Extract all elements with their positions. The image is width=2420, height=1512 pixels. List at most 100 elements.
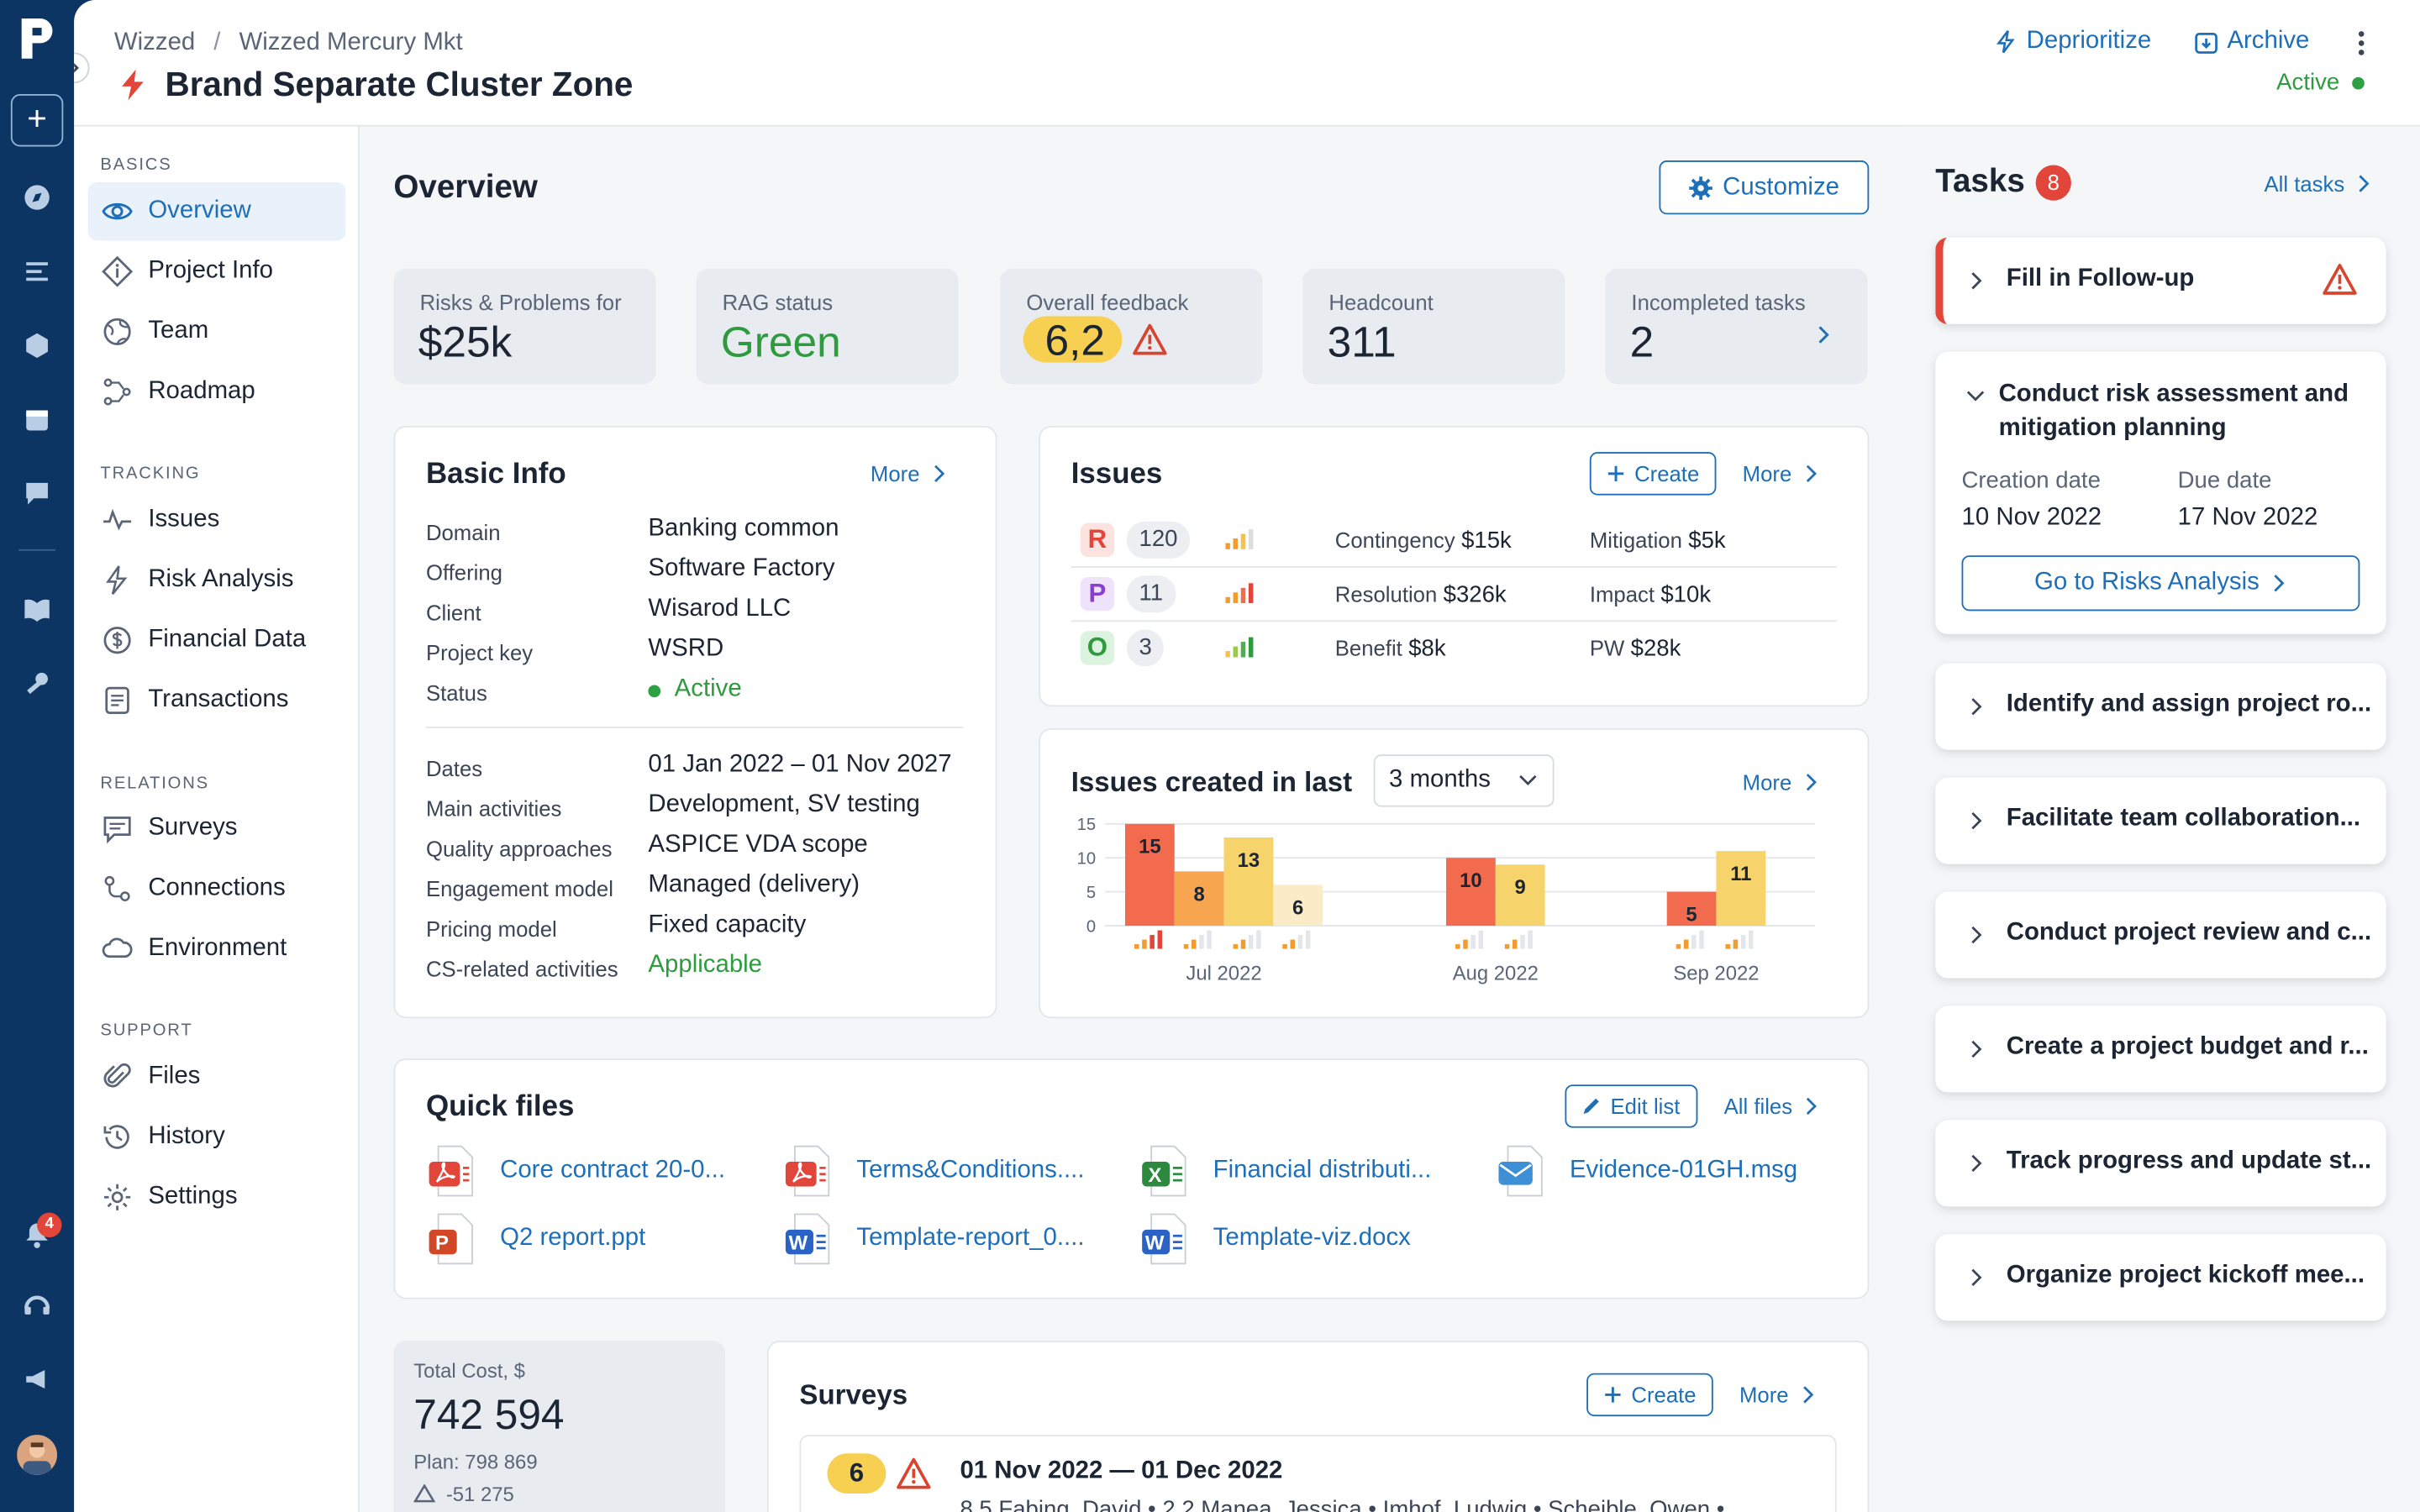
sidebar-item-overview[interactable]: Overview bbox=[87, 181, 346, 241]
breadcrumb-parent[interactable]: Wizzed Mercury Mkt bbox=[239, 29, 463, 56]
feedback-icon[interactable] bbox=[22, 478, 53, 509]
task-item[interactable]: Create a project budget and r... bbox=[1935, 1005, 2386, 1093]
file-name: Template-viz.docx bbox=[1213, 1225, 1411, 1252]
task-item-expanded[interactable]: Conduct risk assessment and mitigation p… bbox=[1935, 351, 2386, 634]
key-icon[interactable] bbox=[22, 668, 53, 699]
file-item[interactable]: Core contract 20-0... bbox=[426, 1143, 725, 1199]
task-item[interactable]: Track progress and update st... bbox=[1935, 1120, 2386, 1207]
sidebar-item-issues[interactable]: Issues bbox=[88, 491, 346, 549]
all-tasks-link[interactable]: All tasks bbox=[2264, 171, 2372, 196]
file-item[interactable]: X Financial distributi... bbox=[1139, 1143, 1431, 1199]
customize-button[interactable]: Customize bbox=[1659, 160, 1870, 215]
kpi-value: 6,2 bbox=[1044, 316, 1105, 365]
surveys-more-link[interactable]: More bbox=[1739, 1383, 1817, 1407]
kpi-rag-status[interactable]: RAG status Green bbox=[696, 268, 959, 385]
edit-list-button[interactable]: Edit list bbox=[1565, 1084, 1698, 1128]
metric-value: $5k bbox=[1688, 528, 1726, 554]
kpi-incompleted-tasks[interactable]: Incompleted tasks 2 bbox=[1605, 268, 1868, 385]
all-files-link[interactable]: All files bbox=[1723, 1094, 1821, 1119]
main-area: Wizzed / Wizzed Mercury Mkt Brand Separate… bbox=[74, 0, 2420, 1512]
user-avatar[interactable] bbox=[17, 1435, 57, 1475]
opportunity-letter-badge: O bbox=[1080, 631, 1115, 665]
cloud-icon bbox=[102, 937, 133, 958]
pw-metric: PW $28k bbox=[1590, 636, 1681, 662]
svg-text:X: X bbox=[1149, 1164, 1162, 1187]
file-item[interactable]: W Template-viz.docx bbox=[1139, 1211, 1411, 1267]
new-item-button[interactable]: + bbox=[10, 94, 64, 147]
task-item[interactable]: Organize project kickoff mee... bbox=[1935, 1234, 2386, 1321]
sidebar-item-transactions[interactable]: Transactions bbox=[88, 671, 346, 730]
contingency-metric: Contingency $15k bbox=[1335, 528, 1512, 554]
headset-icon[interactable] bbox=[22, 1290, 53, 1321]
sidebar-item-roadmap[interactable]: Roadmap bbox=[88, 363, 346, 422]
paperclip-icon bbox=[103, 1063, 131, 1088]
priority-glyph-bar bbox=[1478, 930, 1484, 949]
go-to-risks-analysis-button[interactable]: Go to Risks Analysis bbox=[1961, 555, 2360, 612]
sidebar-item-label: Environment bbox=[148, 935, 287, 962]
task-item[interactable]: Fill in Follow-up bbox=[1935, 237, 2386, 324]
priority-glyph-bar bbox=[1199, 935, 1204, 949]
sidebar-item-environment[interactable]: Environment bbox=[88, 920, 346, 979]
more-options-icon[interactable] bbox=[2346, 28, 2377, 59]
sidebar-item-settings[interactable]: Settings bbox=[88, 1168, 346, 1226]
chart-bar bbox=[1223, 837, 1274, 927]
sidebar-item-financial-data[interactable]: Financial Data bbox=[88, 611, 346, 669]
priority-glyph-bar bbox=[1134, 944, 1139, 949]
metric-label: Impact bbox=[1589, 581, 1655, 606]
file-item[interactable]: Terms&Conditions.... bbox=[782, 1143, 1085, 1199]
issues-created-more-link[interactable]: More bbox=[1743, 770, 1820, 795]
file-item[interactable]: W Template-report_0.... bbox=[782, 1211, 1085, 1267]
basic-info-more-link[interactable]: More bbox=[871, 461, 948, 486]
surveys-card: Surveys Create More 6 01 Nov 2022 — 01 D… bbox=[766, 1341, 1870, 1512]
survey-item[interactable]: 6 01 Nov 2022 — 01 Dec 2022 8.5 Fabing, … bbox=[799, 1435, 1837, 1512]
file-item[interactable]: Evidence-01GH.msg bbox=[1496, 1143, 1797, 1199]
sidebar-item-surveys[interactable]: Surveys bbox=[88, 799, 346, 858]
kpi-risks[interactable]: Risks & Problems for $25k bbox=[393, 268, 656, 385]
kpi-headcount[interactable]: Headcount 311 bbox=[1302, 268, 1565, 385]
sidebar-item-label: Risk Analysis bbox=[148, 566, 294, 593]
sidebar-item-files[interactable]: Files bbox=[88, 1047, 346, 1106]
file-item[interactable]: P Q2 report.ppt bbox=[426, 1211, 645, 1267]
archive-button[interactable]: Archive bbox=[2193, 28, 2309, 55]
issues-create-button[interactable]: Create bbox=[1589, 452, 1717, 496]
deprioritize-button[interactable]: Deprioritize bbox=[1994, 28, 2151, 55]
sidebar-item-project-info[interactable]: Project Info bbox=[88, 242, 346, 301]
period-select[interactable]: 3 months bbox=[1373, 754, 1555, 807]
sidebar-item-team[interactable]: Team bbox=[88, 302, 346, 361]
megaphone-icon[interactable] bbox=[22, 1364, 53, 1395]
issue-row-risks[interactable]: R 120 Contingency $15k Mitigation $5k bbox=[1071, 514, 1837, 568]
sidebar-item-history[interactable]: History bbox=[88, 1108, 346, 1167]
issue-row-problems[interactable]: P 11 Resolution $326k Impact $10k bbox=[1071, 568, 1837, 622]
quick-files-card: Quick files Edit list All files Core con… bbox=[393, 1058, 1870, 1299]
calendar-icon[interactable] bbox=[22, 404, 53, 435]
sidebar-item-connections[interactable]: Connections bbox=[88, 859, 346, 918]
surveys-create-button[interactable]: Create bbox=[1586, 1373, 1713, 1417]
svg-text:P: P bbox=[435, 1232, 449, 1255]
app-logo[interactable] bbox=[17, 15, 57, 61]
priority-glyph-bar bbox=[1248, 935, 1254, 949]
customize-label: Customize bbox=[1723, 173, 1839, 200]
compass-icon[interactable] bbox=[22, 182, 53, 213]
box-icon[interactable] bbox=[22, 330, 53, 361]
total-cost-card[interactable]: Total Cost, $ 742 594 Plan: 798 869 -51 … bbox=[393, 1341, 726, 1512]
priority-glyph-bar bbox=[1297, 935, 1303, 949]
book-icon[interactable] bbox=[22, 594, 53, 625]
divider bbox=[425, 727, 964, 728]
kpi-feedback[interactable]: Overall feedback 6,2 bbox=[1000, 268, 1263, 385]
button-label: Go to Risks Analysis bbox=[2033, 569, 2260, 596]
chevron-right-icon bbox=[1971, 698, 1982, 716]
issue-row-opportunities[interactable]: O 3 Benefit $8k PW $28k bbox=[1071, 622, 1837, 675]
sidebar-item-label: Settings bbox=[148, 1183, 238, 1210]
list-icon[interactable] bbox=[22, 256, 53, 287]
breadcrumb-root[interactable]: Wizzed bbox=[113, 29, 196, 56]
chevron-down-icon bbox=[1519, 774, 1537, 786]
task-title: Conduct risk assessment and mitigation p… bbox=[1998, 381, 2349, 442]
task-item[interactable]: Conduct project review and c... bbox=[1935, 891, 2386, 979]
task-item[interactable]: Identify and assign project ro... bbox=[1935, 663, 2386, 750]
collapse-sidebar-button[interactable] bbox=[74, 52, 90, 84]
issues-more-link[interactable]: More bbox=[1743, 461, 1820, 486]
status-value: Active bbox=[674, 675, 742, 702]
all-files-label: All files bbox=[1723, 1094, 1793, 1119]
sidebar-item-risk-analysis[interactable]: Risk Analysis bbox=[88, 551, 346, 610]
task-item[interactable]: Facilitate team collaboration... bbox=[1935, 777, 2386, 864]
